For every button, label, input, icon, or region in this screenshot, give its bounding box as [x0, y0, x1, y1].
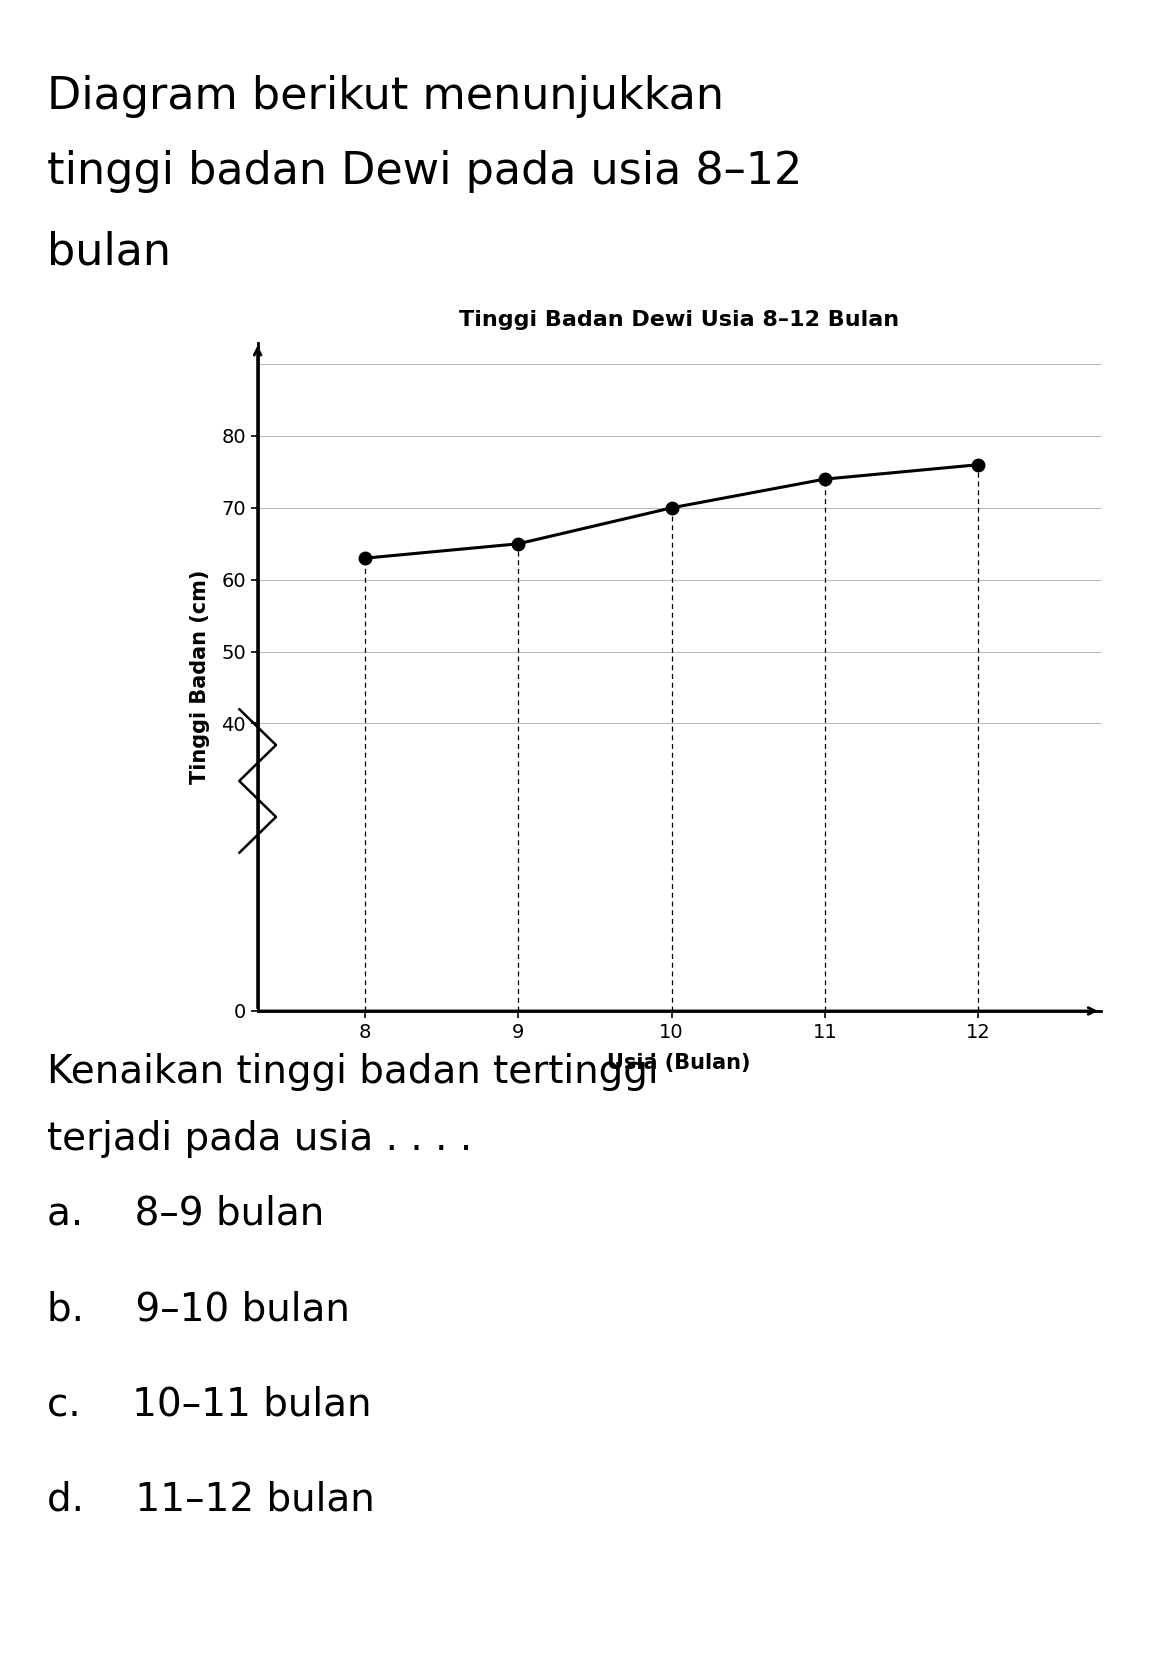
Text: d.   11–12 bulan: d. 11–12 bulan — [47, 1481, 375, 1519]
Y-axis label: Tinggi Badan (cm): Tinggi Badan (cm) — [190, 570, 210, 784]
Text: a.   8–9 bulan: a. 8–9 bulan — [47, 1195, 324, 1233]
Text: b.   9–10 bulan: b. 9–10 bulan — [47, 1290, 350, 1328]
Text: tinggi badan Dewi pada usia 8–12: tinggi badan Dewi pada usia 8–12 — [47, 150, 802, 194]
Text: bulan: bulan — [47, 231, 171, 274]
Text: terjadi pada usia . . . .: terjadi pada usia . . . . — [47, 1120, 472, 1158]
Text: Diagram berikut menunjukkan: Diagram berikut menunjukkan — [47, 75, 724, 119]
X-axis label: Usia (Bulan): Usia (Bulan) — [608, 1053, 751, 1073]
Text: c.   10–11 bulan: c. 10–11 bulan — [47, 1385, 371, 1424]
Title: Tinggi Badan Dewi Usia 8–12 Bulan: Tinggi Badan Dewi Usia 8–12 Bulan — [459, 309, 899, 329]
Text: Kenaikan tinggi badan tertinggi: Kenaikan tinggi badan tertinggi — [47, 1053, 658, 1091]
